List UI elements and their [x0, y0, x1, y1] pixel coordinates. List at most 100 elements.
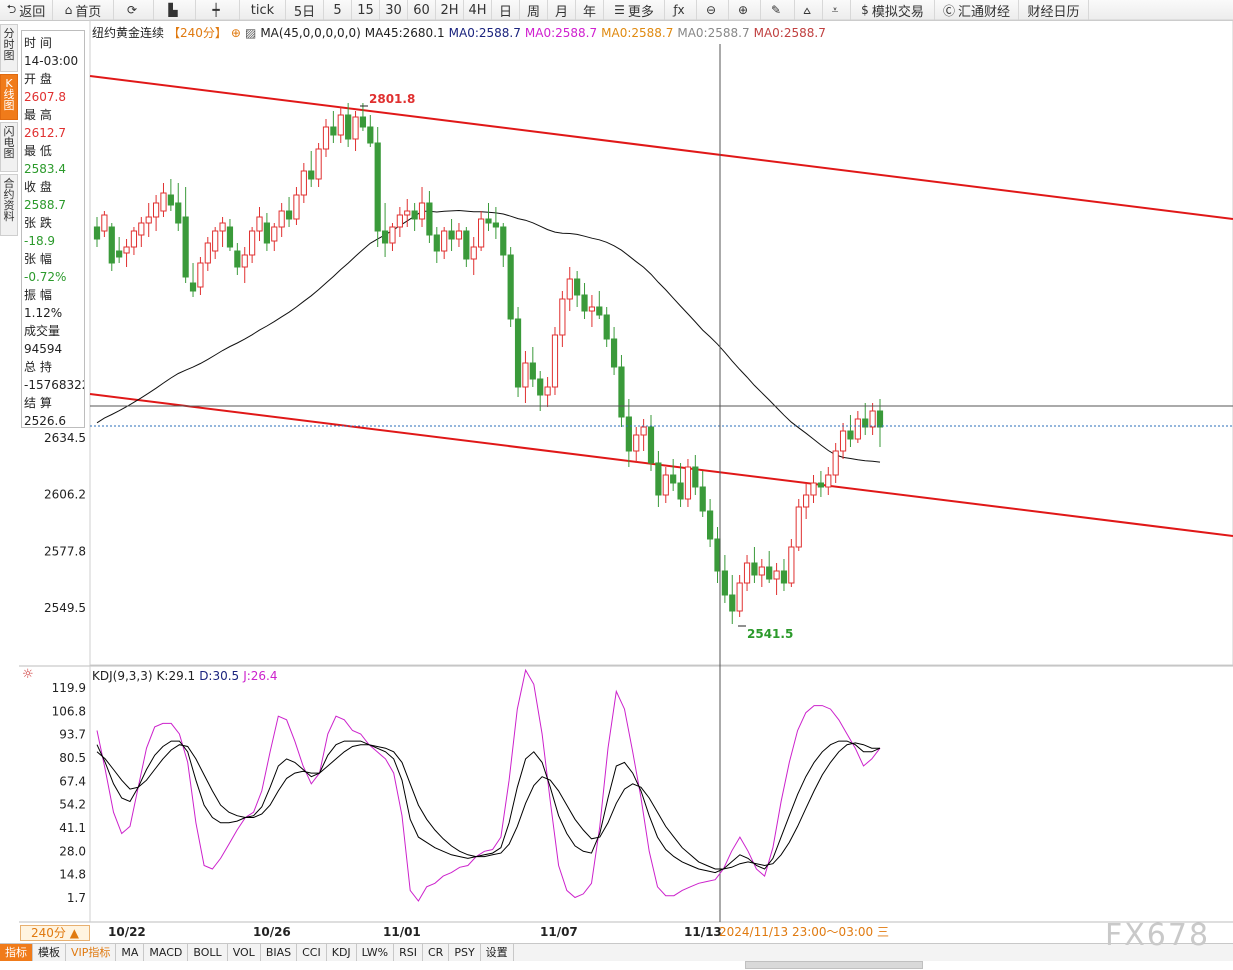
indicator-tab-0[interactable]: 指标 [0, 944, 33, 961]
price-tick-label: 2577.8 [44, 544, 86, 558]
side-tab-0[interactable]: 分时图 [0, 24, 18, 72]
kdj-tick-label: 14.8 [59, 868, 86, 882]
indicator-tab-4[interactable]: MACD [144, 944, 189, 961]
candle-body [795, 506, 802, 548]
side-tab-1[interactable]: K线图 [0, 74, 18, 120]
pen-icon[interactable]: ✎ [761, 0, 795, 20]
toolbar-btn-15[interactable]: 月 [548, 0, 576, 20]
indicator-tab-3[interactable]: MA [116, 944, 145, 961]
toolbar-back-arrow-icon-0[interactable]: ⮌ 返回 [0, 0, 53, 20]
candle-body [529, 362, 536, 380]
candle-body [367, 126, 374, 144]
zoom-out-icon[interactable]: ⊖ [697, 0, 729, 20]
indicator-tab-5[interactable]: BOLL [188, 944, 228, 961]
candles-icon: ┿ [212, 3, 220, 17]
indicator-tab-2[interactable]: VIP指标 [66, 944, 117, 961]
triangle-down-icon[interactable]: ⩡ [823, 0, 851, 20]
kdj-legend: KDJ(9,3,3) K:29.1 D:30.5 J:26.4 [92, 669, 282, 683]
toolbar-label: 60 [413, 2, 430, 18]
toolbar: ⮌ 返回 ⌂ 首页 ⟳ ▙ ┿ tick 5日 5 15 30 60 2H 4H 日周月年 ☰ 更多 ƒx ⊖ ⊕ ✎ ⩟ ⩡… [0, 0, 1233, 21]
close-value: 2588.7 [24, 198, 66, 212]
chart-icon[interactable]: ▙ [154, 0, 196, 20]
ma-params[interactable]: MA(45,0,0,0,0,0) [260, 26, 361, 40]
indicator-tab-7[interactable]: BIAS [261, 944, 298, 961]
toolbar-label: 财经日历 [1027, 4, 1080, 20]
candle-body [847, 430, 854, 440]
zoom-in-icon[interactable]: ⊕ [729, 0, 761, 20]
candles-icon[interactable]: ┿ [196, 0, 240, 20]
zoom-out-icon: ⊖ [705, 3, 717, 17]
side-tab-2[interactable]: 闪电图 [0, 122, 18, 172]
period-selector[interactable]: 240分 ▲ [20, 925, 90, 941]
candle-body [743, 562, 751, 584]
candle-body [574, 278, 581, 296]
indicator-tab-14[interactable]: 设置 [481, 944, 514, 961]
candle-body [603, 314, 610, 340]
kdj-params[interactable]: KDJ(9,3,3) [92, 669, 153, 683]
open-label: 开 盘 [24, 72, 52, 86]
candle-body [714, 538, 721, 572]
toolbar-label: 汇通财经 [958, 4, 1011, 20]
side-tab-3[interactable]: 合约资料 [0, 174, 18, 236]
toolbar-btn-26[interactable]: 财经日历 [1019, 0, 1089, 20]
indicator-tab-8[interactable]: CCI [297, 944, 327, 961]
formula-icon[interactable]: ƒx [665, 0, 697, 20]
indicator-tab-6[interactable]: VOL [228, 944, 261, 961]
toolbar-btn-12[interactable]: 4H [464, 0, 492, 20]
candle-body [751, 562, 758, 576]
candle-body [426, 202, 433, 236]
toolbar-label: 2H [440, 2, 459, 18]
indicator-tab-9[interactable]: KDJ [327, 944, 357, 961]
toolbar-dollar-icon-24[interactable]: $ 模拟交易 [851, 0, 935, 20]
candle-body [404, 210, 411, 216]
x-axis-label: 11/13 [684, 925, 722, 939]
toolbar-btn-7[interactable]: 5 [324, 0, 352, 20]
toolbar-btn-6[interactable]: 5日 [286, 0, 324, 20]
candle-body [788, 546, 795, 584]
indicator-settings-icon[interactable]: ☼ [22, 667, 34, 682]
toolbar-btn-9[interactable]: 30 [380, 0, 408, 20]
toolbar-btn-8[interactable]: 15 [352, 0, 380, 20]
ma45-value: MA45:2680.1 [364, 26, 445, 40]
chart-type-icon[interactable]: ▨ [244, 26, 257, 40]
toolbar-menu-icon-17[interactable]: ☰ 更多 [604, 0, 665, 20]
toolbar-btn-11[interactable]: 2H [436, 0, 464, 20]
low-label: 最 低 [24, 144, 52, 158]
toolbar-btn-13[interactable]: 日 [492, 0, 520, 20]
chart-area[interactable]: 2634.5 2606.2 2577.8 2549.5 2801.8 2541.5 119.… [0, 0, 1233, 943]
indicator-tab-13[interactable]: PSY [449, 944, 481, 961]
indicator-tab-12[interactable]: CR [423, 944, 450, 961]
candle-body [455, 230, 463, 240]
toolbar-label: tick [250, 2, 275, 18]
indicator-tab-11[interactable]: RSI [394, 944, 423, 961]
toolbar-btn-10[interactable]: 60 [408, 0, 436, 20]
toolbar-btn-16[interactable]: 年 [576, 0, 604, 20]
toolbar-label: 年 [582, 4, 596, 20]
candle-body [839, 430, 847, 452]
settle-value: 2526.6 [24, 414, 66, 428]
horizontal-scrollbar[interactable] [745, 961, 923, 969]
instrument-name: 纽约黄金连续 [92, 26, 165, 40]
upper-trend-line [89, 75, 1233, 220]
candle-body [500, 226, 507, 256]
candle-body [167, 194, 174, 206]
ma0-value-2: MA0:2588.7 [524, 26, 598, 40]
indicator-tab-10[interactable]: LW% [357, 944, 395, 961]
candle-body [271, 226, 278, 242]
toolbar-btn-14[interactable]: 周 [520, 0, 548, 20]
toolbar-btn-5[interactable]: tick [240, 0, 286, 20]
candle-body [537, 378, 544, 396]
formula-icon: ƒx [673, 3, 685, 17]
kdj-k-value: K:29.1 [156, 669, 196, 683]
indicator-tab-1[interactable]: 模板 [33, 944, 66, 961]
huitong-icon: Ⓒ [942, 3, 955, 18]
toolbar-home-icon-1[interactable]: ⌂ 首页 [53, 0, 114, 20]
period-label[interactable]: 【240分】 [168, 26, 227, 40]
toolbar-huitong-icon-25[interactable]: Ⓒ 汇通财经 [935, 0, 1019, 20]
candle-body [197, 262, 204, 288]
candle-body [249, 230, 256, 256]
candle-body [869, 410, 876, 428]
triangle-up-icon[interactable]: ⩟ [795, 0, 823, 20]
refresh-icon[interactable]: ⟳ [114, 0, 154, 20]
settings-icon[interactable]: ⊕ [230, 26, 241, 40]
